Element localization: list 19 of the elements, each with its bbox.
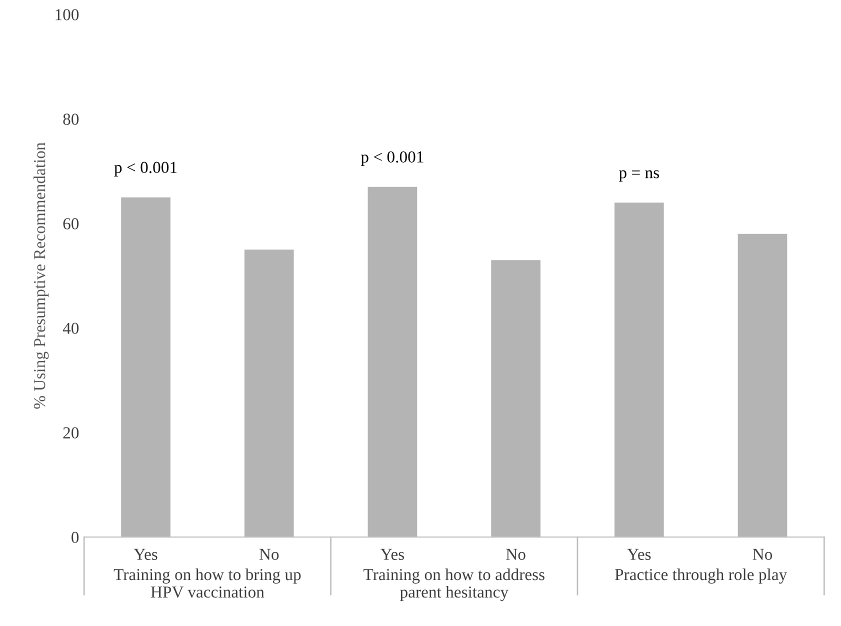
y-tick-label: 40 — [62, 322, 79, 334]
annotation: p < 0.001 — [114, 162, 177, 176]
y-tick-label: 60 — [63, 218, 79, 230]
x-tick-label: No — [506, 548, 526, 560]
y-tick-label: 0 — [72, 532, 79, 544]
annotation: p = ns — [618, 170, 659, 182]
x-tick-label: No — [259, 548, 279, 560]
y-axis-title: % Using Presumptive Recommendation — [34, 142, 49, 409]
y-tick-label: 20 — [63, 427, 79, 439]
x-tick-label: Yes — [134, 548, 158, 560]
annotation: p < 0.001 — [360, 151, 424, 166]
text: Training on how to address parent hesitancy — [364, 568, 544, 602]
y-tick-label: 100 — [56, 9, 79, 20]
x-tick-label: Yes — [627, 548, 651, 560]
x-tick-label: Yes — [380, 548, 404, 560]
x-tick-label: No — [752, 548, 772, 560]
text: Practice through role play — [615, 568, 788, 584]
y-tick-label: 80 — [63, 114, 79, 125]
text: Training on how to bring up HPV vaccination — [114, 568, 301, 598]
